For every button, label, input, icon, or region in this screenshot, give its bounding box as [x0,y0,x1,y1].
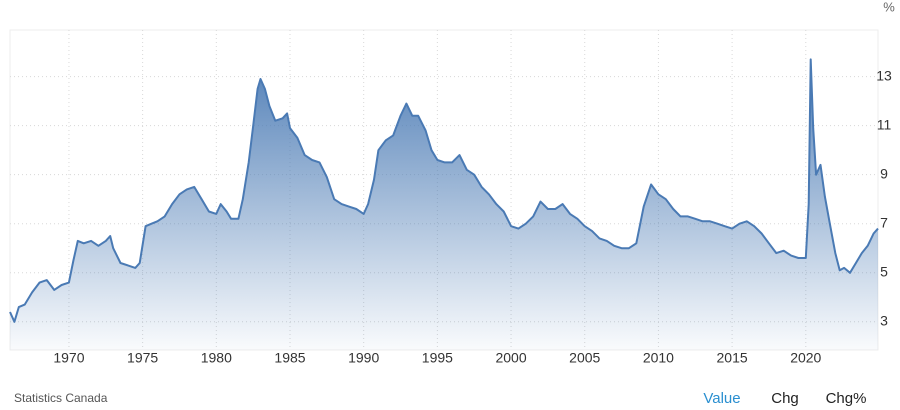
x-tick-label: 2010 [643,350,674,366]
x-tick-label: 2005 [569,350,600,366]
y-tick-label: 5 [880,263,888,279]
y-unit: % [883,0,895,14]
series-line [9,58,879,323]
x-tick-label: 1985 [274,350,305,366]
x-tick-label: 1995 [422,350,453,366]
x-tick-label: 2015 [717,350,748,366]
area-fill [10,59,878,351]
x-tick-label: 1980 [201,350,232,366]
tab-button[interactable]: Chg [771,390,799,407]
x-tick-label: 1975 [127,350,158,366]
tab-button[interactable]: Value [703,390,740,407]
tab-button[interactable]: Chg% [826,390,867,407]
x-tick-label: 1970 [53,350,84,366]
x-tick-label: 2020 [790,350,821,366]
y-tick-label: 3 [880,313,888,329]
y-tick-label: 13 [876,67,892,83]
source: Statistics Canada [14,391,108,405]
x-tick-label: 1990 [348,350,379,366]
x-tick-label: 2000 [495,350,526,366]
y-tick-label: 11 [877,116,892,132]
y-tick-label: 7 [880,214,888,230]
y-tick-label: 9 [880,165,888,181]
